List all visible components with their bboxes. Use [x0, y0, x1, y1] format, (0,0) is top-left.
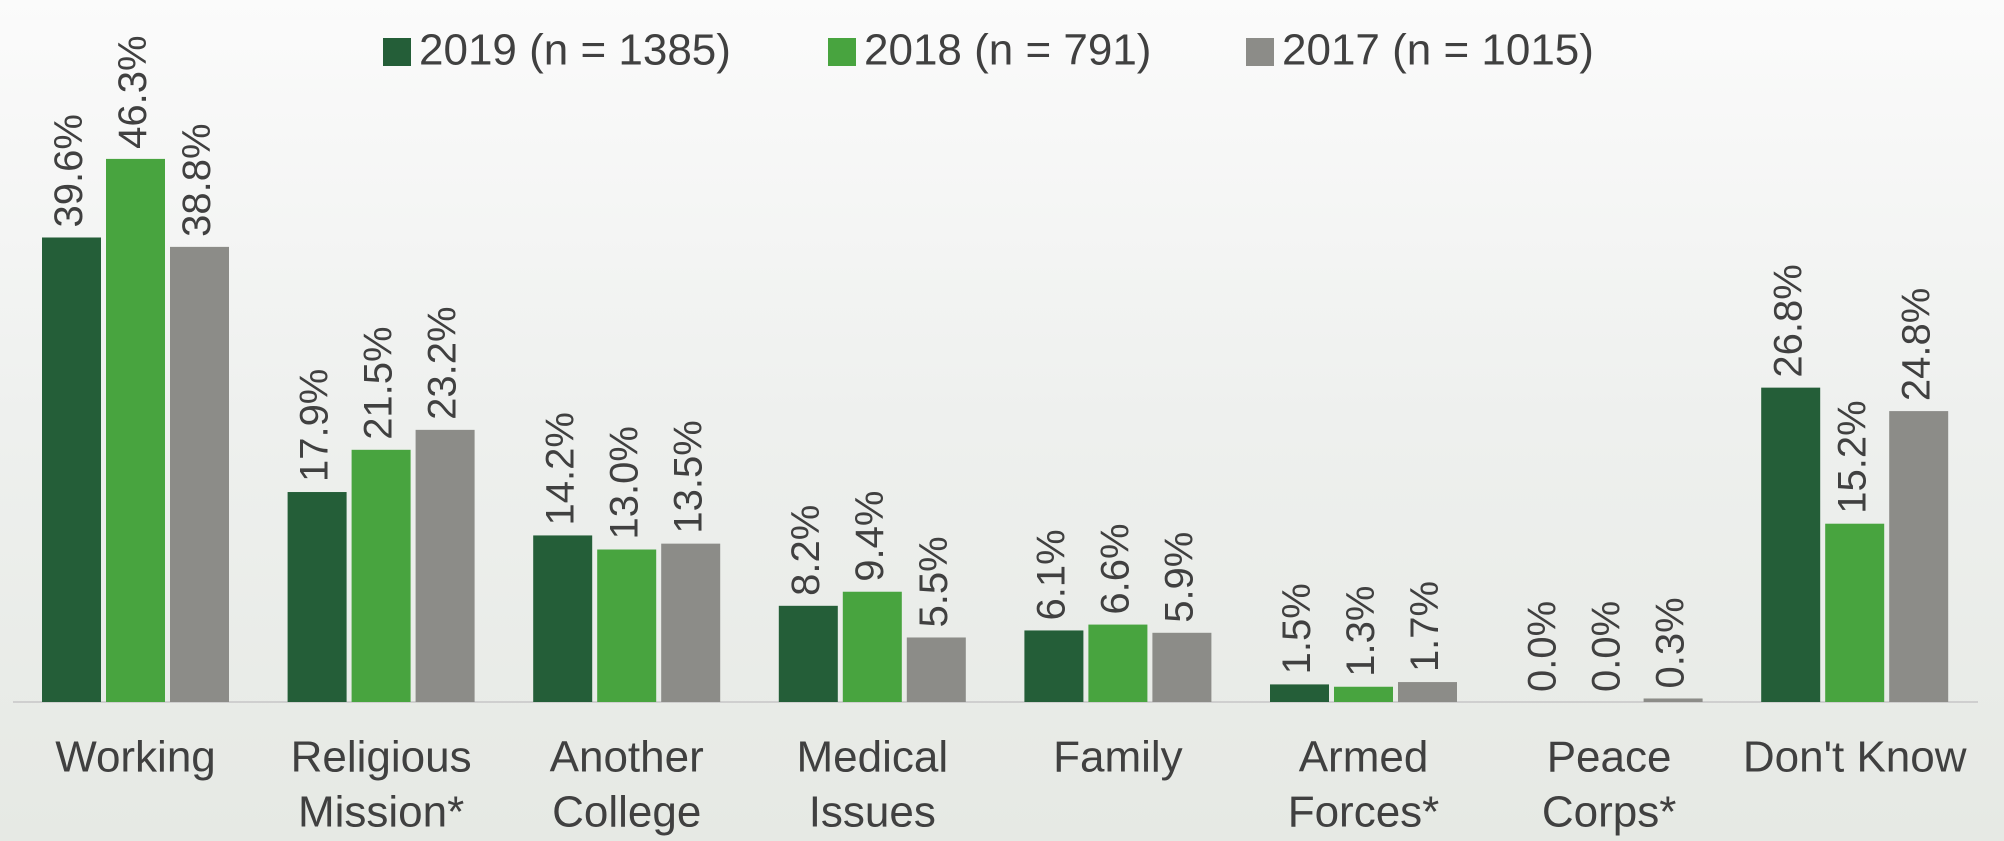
x-tick-label: Armed [1299, 733, 1429, 782]
value-label: 21.5% [357, 326, 401, 439]
bar [1825, 523, 1885, 702]
value-label: 1.5% [1275, 583, 1319, 674]
bar [533, 535, 593, 702]
x-tick-label: Mission* [298, 788, 464, 837]
bar [1024, 630, 1084, 702]
value-label: 6.6% [1093, 523, 1137, 614]
value-label: 15.2% [1830, 400, 1874, 513]
bar [351, 449, 411, 702]
legend-swatch [383, 38, 411, 66]
bar [170, 246, 229, 702]
value-label: 5.9% [1157, 532, 1201, 623]
bar [42, 237, 101, 702]
bar [415, 429, 475, 702]
value-label: 24.8% [1894, 288, 1938, 401]
value-label: 1.3% [1339, 586, 1383, 677]
value-label: 46.3% [111, 35, 155, 148]
value-label: 23.2% [421, 306, 465, 419]
bar [1889, 411, 1949, 702]
legend-label: 2019 (n = 1385) [419, 26, 731, 75]
value-label: 5.5% [912, 536, 956, 627]
x-tick-label: Religious [291, 733, 472, 782]
x-tick-label: Family [1053, 733, 1183, 782]
value-label: 13.5% [666, 420, 710, 533]
x-tick-label: Medical [796, 733, 948, 782]
bar [906, 637, 966, 702]
value-label: 38.8% [175, 123, 219, 236]
bar [1334, 686, 1393, 702]
bar [287, 492, 347, 702]
bar [1398, 682, 1457, 702]
value-label: 6.1% [1029, 529, 1073, 620]
value-label: 0.3% [1649, 597, 1693, 688]
legend-label: 2017 (n = 1015) [1282, 26, 1594, 75]
value-label: 0.0% [1585, 601, 1629, 692]
x-tick-label: Another [550, 733, 704, 782]
bar [842, 591, 902, 702]
x-tick-label: Don't Know [1743, 733, 1967, 782]
bar [106, 158, 165, 702]
value-label: 14.2% [538, 412, 582, 525]
x-tick-label: Corps* [1542, 788, 1677, 837]
value-label: 1.7% [1403, 581, 1447, 672]
legend-swatch [1246, 38, 1274, 66]
bar [778, 605, 838, 702]
bar [1088, 624, 1148, 702]
x-tick-label: College [552, 788, 701, 837]
bar [661, 543, 721, 702]
x-tick-label: Working [55, 733, 216, 782]
value-label: 13.0% [602, 426, 646, 539]
value-label: 26.8% [1766, 264, 1810, 377]
value-label: 9.4% [848, 491, 892, 582]
value-label: 0.0% [1521, 601, 1565, 692]
bar [1643, 698, 1703, 702]
value-label: 8.2% [784, 505, 828, 596]
x-tick-label: Peace [1547, 733, 1672, 782]
x-tick-label: Forces* [1288, 788, 1440, 837]
bar [597, 549, 657, 702]
value-label: 39.6% [47, 114, 91, 227]
value-label: 17.9% [293, 369, 337, 482]
bar [1152, 632, 1212, 702]
bar [1270, 684, 1329, 702]
bar [1761, 387, 1821, 702]
legend-label: 2018 (n = 791) [864, 26, 1151, 75]
legend-swatch [828, 38, 856, 66]
x-tick-label: Issues [809, 788, 936, 837]
